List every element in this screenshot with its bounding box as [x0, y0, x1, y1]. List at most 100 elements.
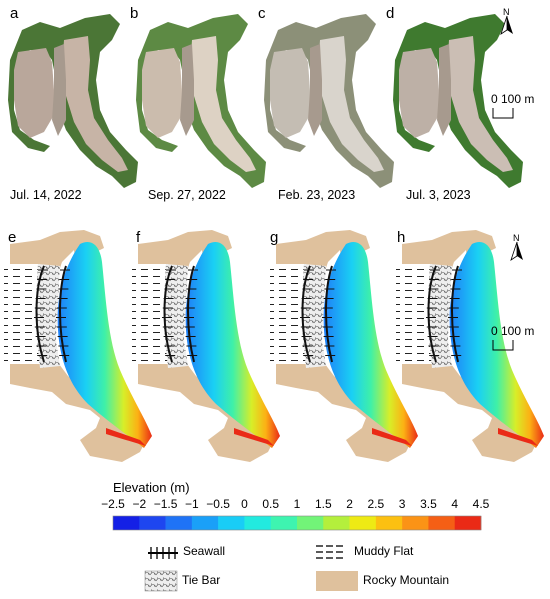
beach-crescent — [318, 36, 384, 172]
elevation-map-row — [4, 230, 544, 462]
seawall-right — [187, 265, 195, 363]
panel-letter-f: f — [136, 229, 141, 246]
tie-bar-area — [428, 264, 452, 368]
date-label-c: Feb. 23, 2023 — [278, 188, 356, 202]
elevation-panel — [396, 230, 544, 462]
panel-letter-g: g — [270, 229, 279, 246]
tidal-flat-left — [270, 48, 310, 138]
colorbar-tick-label: 0.5 — [262, 497, 280, 511]
elevation-panel — [132, 230, 280, 462]
beach-elevation — [323, 242, 418, 448]
north-arrow-icon — [517, 242, 523, 260]
muddy-flat-key-label: Muddy Flat — [354, 544, 414, 558]
tie-bar-photo — [437, 44, 451, 136]
seawall-right — [325, 265, 333, 363]
north-arrow-icon — [510, 241, 518, 261]
colorbar-segment — [402, 516, 429, 530]
colorbar-segment — [113, 516, 140, 530]
colorbar-tick-label: −2.5 — [101, 497, 125, 511]
colorbar-tick-label: 2 — [346, 497, 353, 511]
seawall-left — [163, 265, 173, 363]
panel-letter-c: c — [258, 5, 266, 22]
colorbar-segment — [349, 516, 377, 530]
colorbar-tick-label: −0.5 — [206, 497, 230, 511]
beach-elevation — [449, 242, 544, 448]
aerial-panel — [8, 14, 138, 188]
date-label-d: Jul. 3, 2023 — [406, 188, 471, 202]
aerial-panel — [136, 14, 266, 188]
seawall-left — [35, 265, 45, 363]
tie-bar-key-icon — [144, 570, 178, 592]
colorbar-tick-label: 1 — [293, 497, 301, 511]
panel-letter-e: e — [8, 229, 17, 246]
elevation-panel — [270, 230, 418, 462]
colorbar-tick-label: 3.5 — [420, 497, 437, 511]
tie-bar-key-label: Tie Bar — [182, 573, 221, 587]
seawall-key-label: Seawall — [183, 544, 226, 558]
panel-letter-a: a — [10, 5, 19, 22]
tie-bar-area — [164, 264, 188, 368]
north-arrow-icon — [500, 15, 508, 35]
colorbar-segment — [165, 516, 193, 530]
aerial-panel — [264, 14, 394, 188]
scale-label-top: 0 100 m — [491, 92, 535, 106]
beach-crescent — [447, 36, 513, 172]
colorbar-tick-label: 3 — [398, 497, 406, 511]
colorbar-segment — [244, 516, 272, 530]
beach-crescent — [62, 36, 128, 172]
seawall-right — [451, 265, 459, 363]
colorbar-segment — [428, 516, 456, 530]
panel-letter-d: d — [386, 5, 395, 22]
high-elevation-strip — [372, 428, 412, 446]
colorbar-tick-label: 1.5 — [314, 497, 332, 511]
colorbar-segment — [218, 516, 245, 530]
muddy-flat — [396, 264, 432, 364]
colorbar-tick-label: 4 — [451, 497, 459, 511]
rocky-mountain-key-icon — [316, 571, 358, 591]
tie-bar-area — [302, 264, 326, 368]
colorbar-tick-label: −1 — [185, 497, 199, 511]
seawall-left — [427, 265, 437, 363]
beach-elevation — [185, 242, 280, 448]
colorbar-segment — [454, 516, 482, 530]
high-elevation-strip — [234, 428, 274, 446]
colorbar-segment — [270, 516, 298, 530]
legend-title: Elevation (m) — [113, 480, 190, 495]
colorbar-tick-label: −1.5 — [153, 497, 178, 511]
beach-elevation — [57, 242, 152, 448]
muddy-flat — [4, 264, 40, 364]
tie-bar-photo — [308, 44, 322, 136]
beach-crescent — [190, 36, 256, 172]
elevation-panel — [4, 230, 152, 462]
date-label-a: Jul. 14, 2022 — [10, 188, 82, 202]
rocky-mountain-key-label: Rocky Mountain — [363, 573, 450, 587]
tie-bar-area — [36, 264, 60, 368]
muddy-flat — [270, 264, 306, 364]
high-elevation-strip — [498, 428, 538, 446]
seawall-right — [59, 265, 67, 363]
scale-bar-icon — [492, 108, 514, 119]
scale-label-bottom: 0 100 m — [491, 324, 535, 338]
colorbar-tick-label: 2.5 — [367, 497, 385, 511]
north-label-top: N — [503, 7, 510, 17]
muddy-flat — [132, 264, 168, 364]
colorbar-segment — [297, 516, 324, 530]
north-label-bottom: N — [513, 233, 520, 243]
aerial-panel — [393, 14, 523, 188]
panel-letter-h: h — [397, 229, 406, 246]
colorbar-segment — [191, 516, 219, 530]
colorbar-tick-label: 0 — [241, 497, 248, 511]
colorbar-tick-label: 4.5 — [472, 497, 490, 511]
north-arrow-icon — [507, 16, 513, 34]
colorbar-segment — [139, 516, 166, 530]
date-label-b: Sep. 27, 2022 — [148, 188, 226, 202]
scale-bar-icon — [492, 340, 514, 351]
tie-bar-photo — [52, 44, 66, 136]
colorbar-frame — [112, 515, 482, 531]
colorbar-segment — [375, 516, 403, 530]
tidal-flat-left — [399, 48, 439, 138]
elevation-colorbar — [112, 515, 482, 531]
tie-bar-photo — [180, 44, 194, 136]
tidal-flat-left — [142, 48, 182, 138]
